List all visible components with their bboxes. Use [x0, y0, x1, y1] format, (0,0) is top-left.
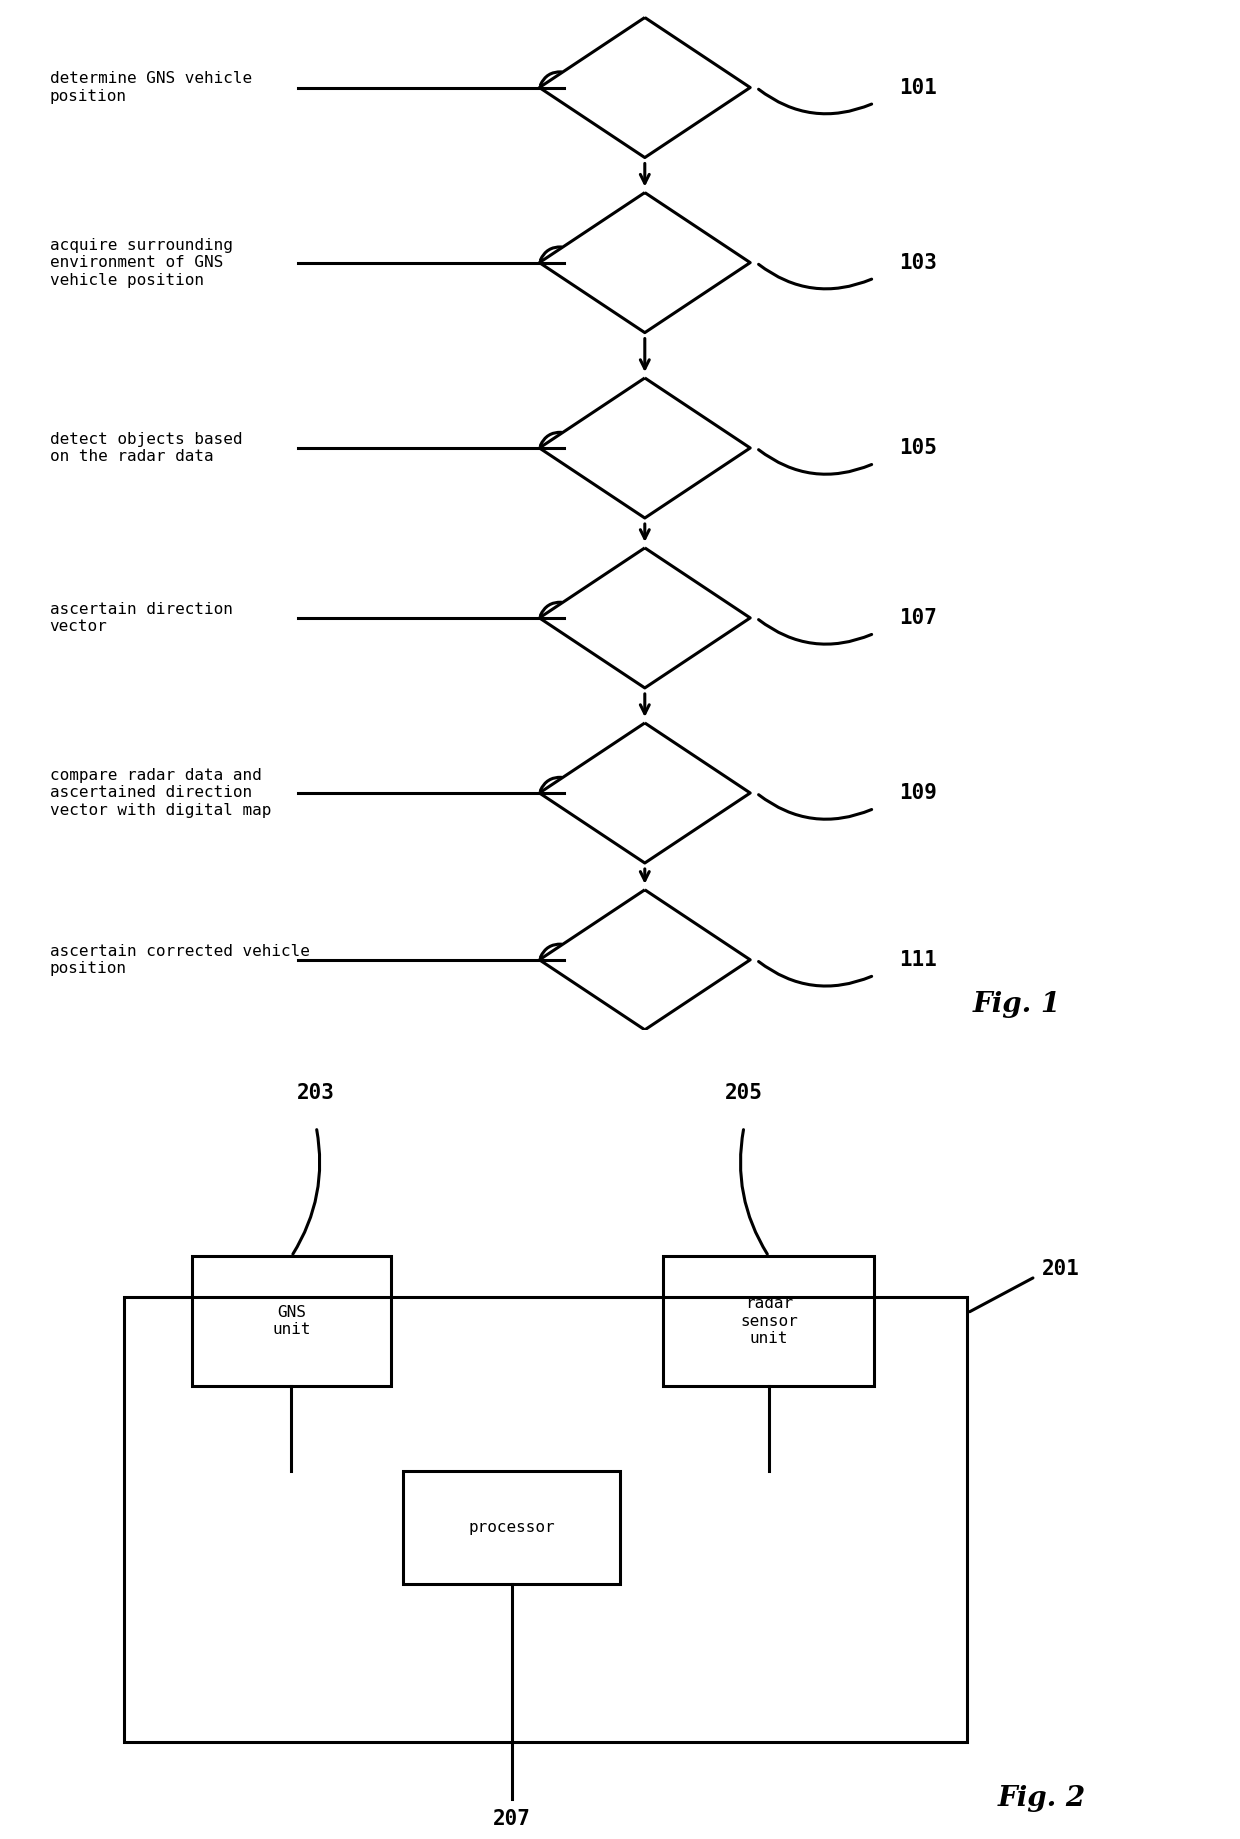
Text: Fig. 1: Fig. 1 [972, 991, 1061, 1017]
Bar [192, 1256, 391, 1387]
Text: 201: 201 [1042, 1258, 1080, 1278]
Text: 107: 107 [899, 609, 937, 627]
Text: processor: processor [469, 1521, 554, 1536]
Text: ascertain direction
vector: ascertain direction vector [50, 601, 232, 634]
Text: 111: 111 [899, 949, 937, 969]
Text: compare radar data and
ascertained direction
vector with digital map: compare radar data and ascertained direc… [50, 769, 272, 818]
Text: radar
sensor
unit: radar sensor unit [740, 1296, 797, 1346]
Text: 101: 101 [899, 77, 937, 97]
Bar [663, 1256, 874, 1387]
Text: 105: 105 [899, 438, 937, 458]
Text: Fig. 2: Fig. 2 [997, 1786, 1086, 1811]
Text: 203: 203 [298, 1083, 335, 1103]
Text: GNS
unit: GNS unit [272, 1306, 311, 1337]
Text: 109: 109 [899, 783, 937, 804]
Bar [124, 1296, 967, 1742]
Text: acquire surrounding
environment of GNS
vehicle position: acquire surrounding environment of GNS v… [50, 237, 232, 287]
Text: 103: 103 [899, 252, 937, 272]
Text: determine GNS vehicle
position: determine GNS vehicle position [50, 72, 252, 103]
Bar [403, 1471, 620, 1583]
Text: 207: 207 [492, 1810, 531, 1828]
Text: 205: 205 [725, 1083, 763, 1103]
Text: detect objects based
on the radar data: detect objects based on the radar data [50, 432, 242, 463]
Text: ascertain corrected vehicle
position: ascertain corrected vehicle position [50, 943, 310, 977]
